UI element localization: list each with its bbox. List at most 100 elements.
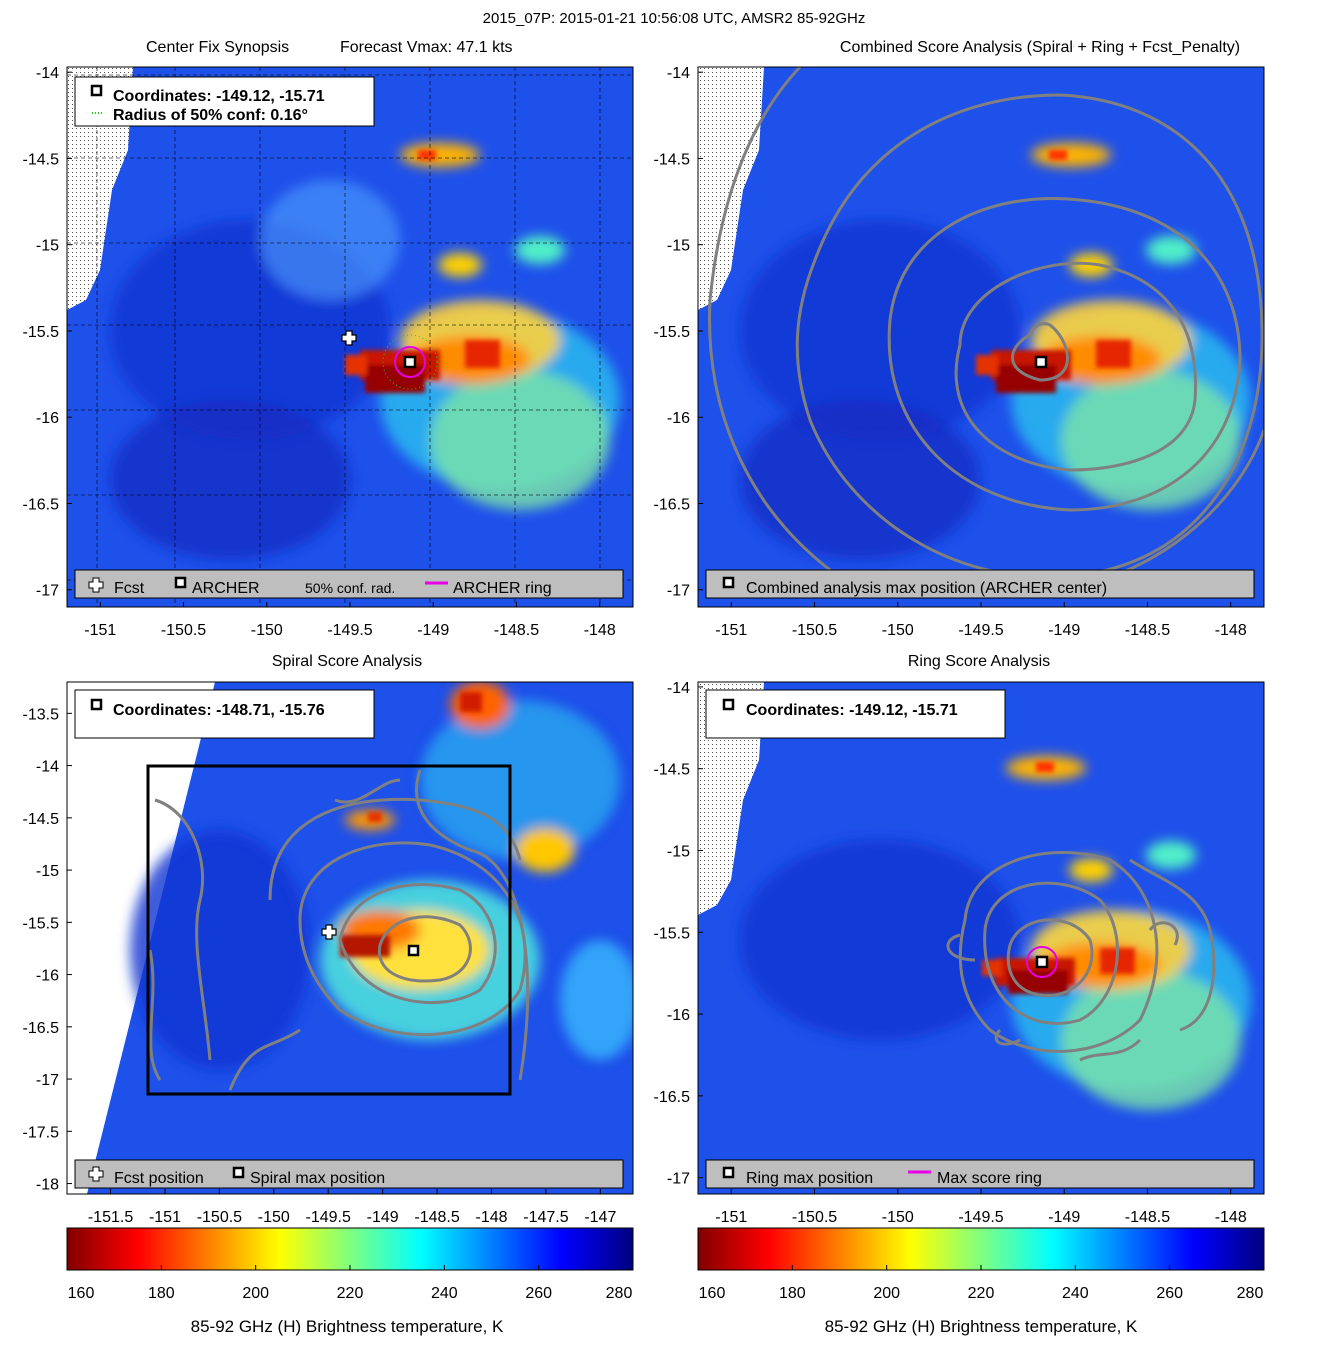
spiral-xtick-label: -148 xyxy=(475,1209,507,1226)
combined-xtick-label: -150.5 xyxy=(792,622,837,639)
combined-ytick-label: -15 xyxy=(667,238,690,255)
synopsis-info-line2: Radius of 50% conf: 0.16° xyxy=(113,107,308,124)
synopsis-ytick-label: -17 xyxy=(36,583,59,600)
spiral-xtick-label: -150 xyxy=(258,1209,290,1226)
spiral-xtick-label: -147 xyxy=(584,1209,616,1226)
synopsis-fcst-marker xyxy=(341,330,357,346)
colorbar-tick-label: 160 xyxy=(699,1285,726,1302)
legend-fcst-icon xyxy=(88,577,104,593)
spiral-xtick-label: -148.5 xyxy=(414,1209,459,1226)
spiral-xtick-label: -147.5 xyxy=(523,1209,568,1226)
synopsis-xtick-label: -151 xyxy=(84,622,116,639)
combined-ytick-label: -15.5 xyxy=(654,324,691,341)
ring-xtick-label: -149 xyxy=(1048,1209,1080,1226)
colorbar-tick-label: 180 xyxy=(779,1285,806,1302)
combined-ytick-label: -17 xyxy=(667,583,690,600)
combined-heatmap: Combined analysis max position (ARCHER c… xyxy=(698,67,1264,607)
colorbar-tick-label: 200 xyxy=(873,1285,900,1302)
spiral-contours xyxy=(148,769,530,1091)
combined-xtick-label: -148 xyxy=(1215,622,1247,639)
synopsis-archer-ring xyxy=(394,346,426,378)
spiral-ytick-label: -16.5 xyxy=(23,1020,60,1037)
spiral-info: Coordinates: -148.71, -15.76 xyxy=(113,702,325,719)
synopsis-title-left: Center Fix Synopsis xyxy=(146,39,289,56)
ring-legend-max: Ring max position xyxy=(746,1170,873,1187)
colorbar-tick-label: 280 xyxy=(606,1285,633,1302)
ring-ytick-label: -16 xyxy=(667,1007,690,1024)
combined-ytick-label: -16 xyxy=(667,410,690,427)
spiral-legend-max: Spiral max position xyxy=(250,1170,385,1187)
colorbar-tick-label: 220 xyxy=(337,1285,364,1302)
panel-ring: Ring Score Analysis xyxy=(697,653,1265,1195)
synopsis-info-square-icon xyxy=(90,84,103,97)
colorbar-right: 160 180 200 220 240 260 280 85-92 GHz (H) Brig… xyxy=(697,1227,1265,1336)
synopsis-ytick-label: -16 xyxy=(36,410,59,427)
combined-xtick-label: -148.5 xyxy=(1125,622,1170,639)
spiral-ytick-label: -14 xyxy=(36,759,59,776)
synopsis-xtick-label: -149 xyxy=(417,622,449,639)
synopsis-xtick-label: -150.5 xyxy=(161,622,206,639)
spiral-search-box xyxy=(146,764,512,1096)
ring-xtick-label: -150 xyxy=(882,1209,914,1226)
legend-ring-max-icon xyxy=(722,1166,735,1179)
synopsis-conf-circle xyxy=(382,334,438,390)
spiral-xtick-label: -149 xyxy=(367,1209,399,1226)
ring-max-ring xyxy=(1026,946,1058,978)
combined-legend: Combined analysis max position (ARCHER c… xyxy=(746,580,1107,597)
synopsis-xtick-label: -148.5 xyxy=(494,622,539,639)
ring-xtick-label: -149.5 xyxy=(958,1209,1003,1226)
spiral-ytick-label: -18 xyxy=(36,1177,59,1194)
legend-combined-max-icon xyxy=(722,576,735,589)
synopsis-ytick-label: -14 xyxy=(36,65,59,82)
legend-spiral-max-icon xyxy=(232,1166,245,1179)
colorbar-tick-label: 280 xyxy=(1237,1285,1264,1302)
spiral-xtick-label: -150.5 xyxy=(197,1209,242,1226)
colorbar-tick-label: 160 xyxy=(68,1285,95,1302)
ring-ytick-label: -14 xyxy=(667,680,690,697)
colorbar-tick-label: 200 xyxy=(242,1285,269,1302)
synopsis-legend-fcst: Fcst xyxy=(114,580,145,597)
ring-legend-ring: Max score ring xyxy=(937,1170,1042,1187)
ring-xtick-label: -150.5 xyxy=(792,1209,837,1226)
spiral-ytick-label: -16 xyxy=(36,968,59,985)
spiral-xtick-label: -151 xyxy=(149,1209,181,1226)
spiral-heatmap: Coordinates: -148.71, -15.76 Fcst positi… xyxy=(67,682,633,1194)
synopsis-heatmap: Coordinates: -149.12, -15.71 Radius of 5… xyxy=(67,67,633,607)
ring-ytick-label: -15 xyxy=(667,843,690,860)
synopsis-ytick-label: -15 xyxy=(36,238,59,255)
synopsis-ytick-label: -16.5 xyxy=(23,496,60,513)
spiral-title: Spiral Score Analysis xyxy=(272,653,422,670)
ring-ytick-label: -14.5 xyxy=(654,762,691,779)
colorbar-tick-label: 240 xyxy=(1062,1285,1089,1302)
combined-xtick-label: -149.5 xyxy=(958,622,1003,639)
colorbar-right-label: 85-92 GHz (H) Brightness temperature, K xyxy=(825,1317,1138,1336)
colorbar-left: 160 180 200 220 240 260 280 85-92 GHz (H) Brig… xyxy=(66,1227,634,1336)
ring-xtick-label: -151 xyxy=(715,1209,747,1226)
ring-ytick-label: -15.5 xyxy=(654,925,691,942)
colorbar-left-ticks: 160 180 200 220 240 260 280 xyxy=(66,1265,634,1302)
ring-contours xyxy=(946,851,1216,1062)
synopsis-legend-conf: 50% conf. rad. xyxy=(305,580,395,596)
colorbar-right-ticks: 160 180 200 220 240 260 280 xyxy=(697,1265,1265,1302)
spiral-ytick-label: -15.5 xyxy=(23,915,60,932)
figure-title: 2015_07P: 2015-01-21 10:56:08 UTC, AMSR2… xyxy=(483,10,866,27)
colorbar-tick-label: 180 xyxy=(148,1285,175,1302)
legend-archer-icon xyxy=(174,576,187,589)
synopsis-xtick-label: -150 xyxy=(251,622,283,639)
panel-spiral: Spiral Score Analysis xyxy=(66,653,634,1195)
combined-xtick-label: -151 xyxy=(715,622,747,639)
synopsis-xtick-label: -148 xyxy=(584,622,616,639)
ring-ytick-label: -16.5 xyxy=(654,1089,691,1106)
ring-max-marker xyxy=(1035,955,1049,969)
combined-ytick-label: -16.5 xyxy=(654,496,691,513)
spiral-ytick-label: -17.5 xyxy=(23,1124,60,1141)
spiral-xtick-label: -151.5 xyxy=(88,1209,133,1226)
synopsis-xtick-label: -149.5 xyxy=(327,622,372,639)
axis-ticks: -151 -150.5 -150 -149.5 -149 -148.5 -148 -14 -14… xyxy=(23,65,1247,1226)
synopsis-legend-archer: ARCHER xyxy=(192,580,260,597)
spiral-ytick-label: -17 xyxy=(36,1072,59,1089)
ring-info-square-icon xyxy=(722,698,735,711)
synopsis-info-line1: Coordinates: -149.12, -15.71 xyxy=(113,88,325,105)
ring-ytick-label: -17 xyxy=(667,1171,690,1188)
colorbar-tick-label: 260 xyxy=(1156,1285,1183,1302)
